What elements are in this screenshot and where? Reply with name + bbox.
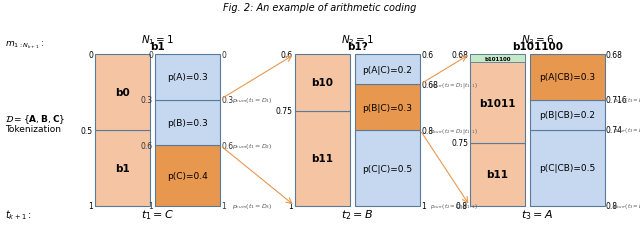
Text: p(A|C)=0.2: p(A|C)=0.2 — [363, 65, 412, 74]
Text: Tokenization: Tokenization — [5, 125, 61, 134]
Bar — [155, 100, 220, 146]
Text: 0.8: 0.8 — [421, 126, 433, 135]
Text: 0.6: 0.6 — [421, 50, 433, 59]
Text: 1: 1 — [88, 202, 93, 211]
Text: $p_{cum}(t_1 = D_2)$: $p_{cum}(t_1 = D_2)$ — [232, 141, 273, 150]
Text: 0.3: 0.3 — [141, 96, 153, 105]
Text: 0.8: 0.8 — [456, 202, 468, 211]
Text: b1: b1 — [115, 163, 130, 173]
Text: p(C)=0.4: p(C)=0.4 — [167, 171, 208, 180]
Text: $\mathcal{D} = \{\mathbf{A}, \mathbf{B}, \mathbf{C}\}$: $\mathcal{D} = \{\mathbf{A}, \mathbf{B},… — [5, 113, 65, 126]
Text: 0: 0 — [221, 50, 226, 59]
Text: $t_3 = A$: $t_3 = A$ — [522, 207, 554, 221]
Text: $p_{cum}(t_3 = D_1|t_{1:2})$: $p_{cum}(t_3 = D_1|t_{1:2})$ — [613, 96, 640, 105]
Text: $p_{cum}(t_1 = D_1)$: $p_{cum}(t_1 = D_1)$ — [232, 96, 273, 105]
Text: 0.3: 0.3 — [221, 96, 233, 105]
Text: b101100: b101100 — [512, 42, 563, 52]
Text: 0.75: 0.75 — [276, 107, 293, 116]
Bar — [355, 55, 420, 85]
Text: $N_2 = 1$: $N_2 = 1$ — [341, 33, 374, 46]
Text: b0: b0 — [115, 88, 130, 98]
Bar — [95, 131, 150, 206]
Bar — [155, 146, 220, 206]
Text: b11: b11 — [486, 170, 509, 180]
Text: p(B)=0.3: p(B)=0.3 — [167, 118, 208, 127]
Text: $t_1 = C$: $t_1 = C$ — [141, 207, 174, 221]
Text: 0.716: 0.716 — [606, 96, 628, 105]
Text: p(A|CB)=0.3: p(A|CB)=0.3 — [540, 73, 596, 82]
Text: p(B|CB)=0.2: p(B|CB)=0.2 — [540, 111, 595, 120]
Text: b1011: b1011 — [479, 99, 516, 109]
Text: $t_{k+1}:$: $t_{k+1}:$ — [5, 207, 32, 221]
Text: $N_3 = 6$: $N_3 = 6$ — [521, 33, 554, 46]
Text: 0.6: 0.6 — [281, 50, 293, 59]
Text: $p_{cum}(t_2 = D_2|t_{1:1})$: $p_{cum}(t_2 = D_2|t_{1:1})$ — [430, 126, 478, 135]
Text: b101100: b101100 — [484, 56, 511, 61]
Text: $N_1 = 1$: $N_1 = 1$ — [141, 33, 174, 46]
Text: 0.68: 0.68 — [606, 50, 623, 59]
Text: $p_{cum}(t_3 = D_1|t_{1:2})$: $p_{cum}(t_3 = D_1|t_{1:2})$ — [613, 126, 640, 135]
Text: b1: b1 — [150, 42, 165, 52]
Text: $m_{1:N_{k+1}}:$: $m_{1:N_{k+1}}:$ — [5, 39, 44, 51]
Text: $p_{cum}(t_1 = D_3)$: $p_{cum}(t_1 = D_3)$ — [232, 202, 273, 211]
Text: 0.74: 0.74 — [606, 126, 623, 135]
Text: b11: b11 — [312, 154, 333, 164]
Bar — [470, 55, 525, 143]
Text: 0.68: 0.68 — [421, 81, 438, 90]
Bar — [470, 55, 525, 63]
Text: 0.5: 0.5 — [81, 126, 93, 135]
Text: $p_{cum}(t_2 = D_1|t_{1:1})$: $p_{cum}(t_2 = D_1|t_{1:1})$ — [430, 81, 478, 90]
Text: 0.6: 0.6 — [141, 141, 153, 150]
Text: 0.6: 0.6 — [221, 141, 233, 150]
Text: 1: 1 — [288, 202, 293, 211]
Text: b1?: b1? — [347, 42, 368, 52]
Bar — [295, 55, 350, 112]
Bar — [295, 112, 350, 206]
Text: 0.75: 0.75 — [451, 139, 468, 147]
Bar — [530, 131, 605, 206]
Text: Fig. 2: An example of arithmetic coding: Fig. 2: An example of arithmetic coding — [223, 3, 417, 13]
Text: 0.8: 0.8 — [606, 202, 618, 211]
Text: p(C|CB)=0.5: p(C|CB)=0.5 — [540, 164, 596, 173]
Text: 1: 1 — [221, 202, 226, 211]
Bar — [355, 131, 420, 206]
Bar — [95, 55, 150, 131]
Text: p(A)=0.3: p(A)=0.3 — [167, 73, 208, 82]
Text: p(B|C)=0.3: p(B|C)=0.3 — [362, 103, 413, 112]
Text: b10: b10 — [312, 78, 333, 88]
Text: 1: 1 — [148, 202, 153, 211]
Text: $p_{cum}(t_2 = D_3|t_{1:1})$: $p_{cum}(t_2 = D_3|t_{1:1})$ — [430, 202, 478, 211]
Text: 0: 0 — [148, 50, 153, 59]
Text: $p_{cum}(t_3 = D_h|t_{1:2})$: $p_{cum}(t_3 = D_h|t_{1:2})$ — [613, 202, 640, 211]
Text: p(C|C)=0.5: p(C|C)=0.5 — [362, 164, 413, 173]
Bar — [530, 55, 605, 100]
Bar — [530, 100, 605, 131]
Text: 0: 0 — [88, 50, 93, 59]
Text: 1: 1 — [421, 202, 426, 211]
Bar — [155, 55, 220, 100]
Text: 0.68: 0.68 — [451, 50, 468, 59]
Text: $t_2 = B$: $t_2 = B$ — [341, 207, 374, 221]
Bar — [355, 85, 420, 131]
Bar — [470, 143, 525, 206]
